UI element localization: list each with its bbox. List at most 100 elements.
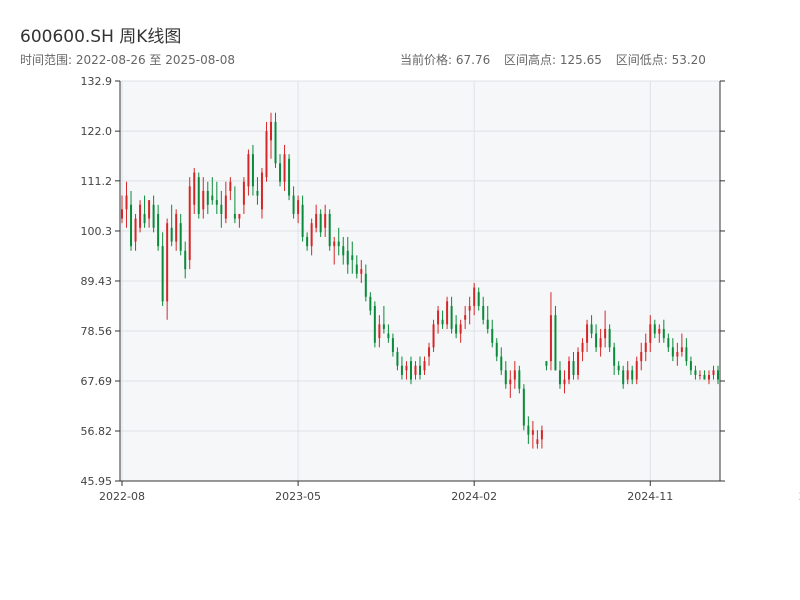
candle	[513, 361, 516, 389]
candle-body	[256, 190, 259, 196]
candle	[369, 292, 372, 316]
candle-body	[130, 204, 133, 247]
y-tick-label: 132.9	[81, 75, 113, 88]
candle-body	[166, 223, 169, 302]
candle-body	[206, 190, 209, 205]
candle-body	[617, 365, 620, 371]
candle-body	[595, 333, 598, 348]
candle-body	[644, 342, 647, 352]
current-price: 当前价格: 67.76	[400, 53, 491, 67]
candle	[265, 121, 268, 182]
candle-body	[622, 370, 625, 385]
candle-body	[540, 430, 543, 440]
candle-body	[703, 374, 706, 380]
candle	[414, 361, 417, 380]
candle	[477, 287, 480, 311]
candle	[500, 347, 503, 375]
candle-body	[468, 305, 471, 311]
candle-body	[604, 328, 607, 339]
candle	[184, 241, 187, 279]
candle-body	[613, 347, 616, 366]
candle	[604, 310, 607, 348]
candle	[283, 144, 286, 191]
candle-body	[409, 361, 412, 380]
candle-body	[152, 204, 155, 228]
candle-body	[315, 213, 318, 228]
candle	[148, 200, 151, 228]
candle-body	[351, 255, 354, 260]
grid-lines	[120, 80, 720, 482]
candle	[342, 236, 345, 265]
candle-body	[680, 347, 683, 352]
candle	[220, 190, 223, 228]
candle-body	[274, 121, 277, 164]
candle	[685, 338, 688, 366]
candle-body	[477, 292, 480, 306]
candle	[617, 361, 620, 375]
candle	[125, 181, 128, 228]
candle-body	[310, 223, 313, 247]
candle-body	[202, 190, 205, 210]
candle-body	[495, 342, 498, 357]
candle-body	[369, 296, 372, 311]
candle	[396, 347, 399, 371]
candle	[270, 112, 272, 159]
candle	[590, 315, 593, 339]
candle	[658, 324, 661, 343]
candle-body	[333, 241, 336, 247]
candle	[717, 365, 719, 385]
candle	[599, 328, 602, 357]
candle-body	[306, 236, 309, 247]
y-tick-label: 122.0	[81, 125, 113, 138]
candle-body	[676, 351, 679, 357]
candle-body	[134, 218, 137, 242]
y-tick-label: 56.82	[81, 425, 113, 438]
candle-body	[658, 328, 661, 334]
chart-title: 600600.SH 周K线图	[20, 27, 182, 47]
candle-body	[554, 315, 557, 371]
candle	[206, 181, 209, 214]
candle-body	[568, 361, 570, 380]
candle	[139, 200, 142, 233]
candle	[279, 154, 282, 187]
candle	[297, 195, 300, 224]
candle	[626, 361, 629, 385]
candle	[337, 227, 340, 256]
candle-body	[631, 370, 634, 380]
candle-body	[396, 351, 399, 366]
candle	[608, 324, 611, 352]
candle	[324, 204, 327, 237]
candle	[428, 342, 431, 366]
candle-body	[382, 324, 385, 329]
candle-body	[608, 328, 611, 348]
candle-body	[419, 365, 421, 375]
candle	[558, 361, 561, 389]
candle-body	[473, 287, 476, 306]
candle	[121, 195, 123, 224]
candle-body	[581, 342, 584, 352]
candle-body	[698, 374, 701, 376]
candle-body	[423, 361, 426, 371]
candle	[319, 209, 322, 237]
candle	[405, 361, 408, 380]
candle-body	[143, 213, 146, 224]
candle	[256, 177, 259, 205]
candle	[536, 430, 539, 449]
x-tick-label: 2022-08	[99, 490, 145, 503]
x-tick-label: 2024-02	[451, 490, 497, 503]
candle-body	[247, 154, 250, 187]
y-tick-label: 78.56	[81, 325, 113, 338]
range-low: 区间低点: 53.20	[615, 53, 706, 67]
candle-body	[265, 131, 268, 178]
candle	[540, 425, 543, 449]
candle-body	[251, 154, 254, 187]
candle-body	[197, 177, 200, 214]
candle	[464, 305, 467, 329]
candle-body	[170, 227, 173, 242]
y-tick-label: 45.95	[81, 475, 113, 488]
candle-body	[717, 370, 719, 380]
candle-body	[446, 301, 449, 325]
candle	[649, 315, 652, 352]
candle	[419, 356, 421, 380]
candle	[157, 204, 160, 251]
